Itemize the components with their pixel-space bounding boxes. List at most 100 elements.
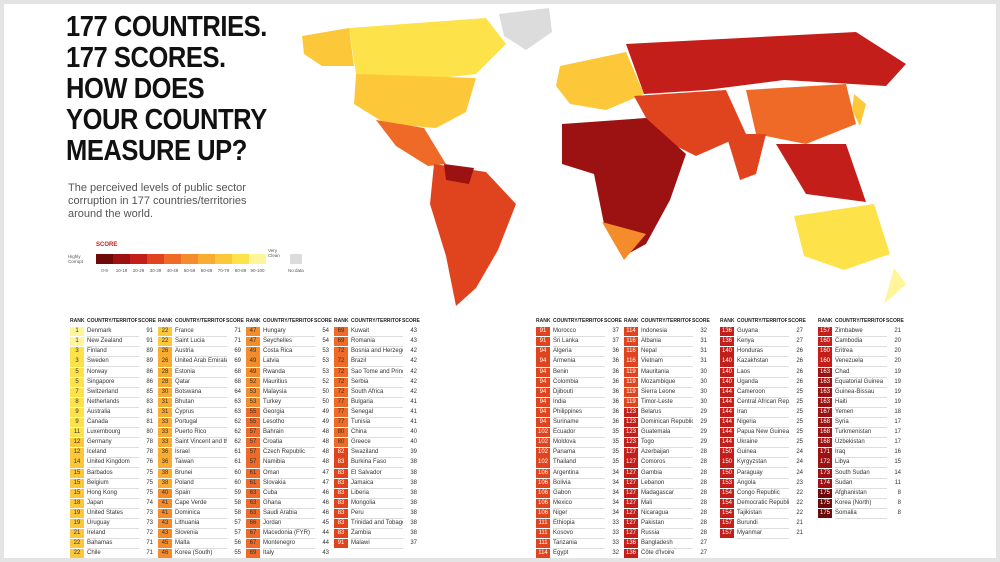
rank-cell: 173 bbox=[818, 468, 832, 478]
rank-cell: 144 bbox=[720, 407, 734, 418]
header-score: SCORE bbox=[402, 318, 420, 324]
score-cell: 27 bbox=[796, 338, 803, 345]
rank-cell: 91 bbox=[536, 327, 550, 337]
rank-cell: 119 bbox=[624, 367, 638, 377]
country-cell: Iran bbox=[737, 408, 789, 418]
rank-cell: 111 bbox=[536, 529, 550, 539]
header-rank: RANK bbox=[158, 318, 173, 324]
country-cell: Burundi bbox=[737, 519, 789, 529]
header-country: COUNTRY/TERRITORY bbox=[263, 318, 313, 324]
header-score: SCORE bbox=[886, 318, 904, 324]
country-cell: Ukraine bbox=[737, 438, 789, 449]
country-cell: New Zealand bbox=[87, 337, 139, 348]
score-cell: 28 bbox=[700, 489, 707, 496]
score-cell: 76 bbox=[146, 459, 153, 466]
rank-cell: 106 bbox=[536, 468, 550, 478]
score-cell: 42 bbox=[410, 378, 417, 385]
rank-cell: 144 bbox=[720, 397, 734, 408]
score-cell: 73 bbox=[146, 509, 153, 516]
rank-cell: 94 bbox=[536, 397, 550, 408]
country-cell: Malawi bbox=[351, 539, 403, 550]
country-cell: Venezuela bbox=[835, 357, 887, 368]
rank-cell: 102 bbox=[536, 448, 550, 458]
rank-cell: 127 bbox=[624, 519, 638, 529]
rank-cell: 55 bbox=[246, 418, 260, 428]
score-cell: 85 bbox=[146, 388, 153, 395]
rank-cell: 157 bbox=[720, 519, 734, 529]
country-cell: Nepal bbox=[641, 347, 693, 358]
score-cell: 33 bbox=[612, 520, 619, 526]
rank-cell: 119 bbox=[624, 377, 638, 387]
country-cell: Mali bbox=[641, 499, 693, 509]
japan bbox=[852, 94, 866, 126]
country-cell: Denmark bbox=[87, 327, 139, 338]
score-cell: 60 bbox=[234, 479, 241, 486]
rank-cell: 106 bbox=[536, 508, 550, 519]
rank-cell: 72 bbox=[334, 357, 348, 367]
rank-cell: 14 bbox=[70, 458, 84, 468]
country-cell: United Arab Emirates bbox=[175, 357, 227, 368]
rank-cell: 57 bbox=[246, 438, 260, 448]
score-cell: 17 bbox=[894, 439, 901, 446]
country-cell: Sao Tome and Principe bbox=[351, 368, 403, 378]
country-cell: Portugal bbox=[175, 418, 227, 428]
score-cell: 19 bbox=[894, 398, 901, 405]
score-cell: 46 bbox=[322, 489, 329, 496]
country-cell: Guinea-Bissau bbox=[835, 388, 887, 398]
rank-cell: 21 bbox=[70, 529, 84, 539]
country-cell: Guyana bbox=[737, 327, 789, 338]
rank-cell: 111 bbox=[536, 519, 550, 529]
canada bbox=[349, 18, 506, 80]
country-cell: Kuwait bbox=[351, 327, 403, 338]
score-cell: 53 bbox=[322, 358, 329, 365]
rank-cell: 53 bbox=[246, 387, 260, 397]
rank-cell: 83 bbox=[334, 478, 348, 488]
legend-band-label: 30-39 bbox=[149, 268, 162, 273]
country-cell: Argentina bbox=[553, 469, 605, 479]
rank-cell: 57 bbox=[246, 448, 260, 458]
country-cell: Poland bbox=[175, 479, 227, 489]
europe bbox=[556, 52, 644, 110]
score-cell: 53 bbox=[322, 368, 329, 375]
rank-cell: 106 bbox=[536, 478, 550, 488]
legend-swatch bbox=[147, 254, 164, 264]
rank-cell: 168 bbox=[818, 438, 832, 448]
legend-low: Highly Corrupt bbox=[68, 254, 84, 264]
title-line: YOUR COUNTRY bbox=[66, 104, 267, 136]
legend-swatch bbox=[164, 254, 181, 264]
country-cell: Austria bbox=[175, 347, 227, 358]
rank-cell: 111 bbox=[536, 539, 550, 549]
country-cell: Benin bbox=[553, 368, 605, 378]
rank-cell: 69 bbox=[334, 327, 348, 337]
score-cell: 72 bbox=[146, 530, 153, 537]
country-cell: Dominican Republic bbox=[641, 418, 693, 428]
rank-cell: 140 bbox=[720, 357, 734, 367]
header-country: COUNTRY/TERRITORY bbox=[87, 318, 137, 324]
score-cell: 68 bbox=[234, 378, 241, 385]
rank-cell: 168 bbox=[818, 418, 832, 428]
rank-cell: 80 bbox=[334, 438, 348, 448]
rank-cell: 150 bbox=[720, 448, 734, 458]
score-cell: 38 bbox=[410, 459, 417, 466]
rank-cell: 9 bbox=[70, 407, 84, 418]
score-cell: 36 bbox=[612, 388, 619, 395]
header-score: SCORE bbox=[314, 318, 332, 324]
score-cell: 38 bbox=[410, 489, 417, 496]
rank-cell: 41 bbox=[158, 508, 172, 519]
legend-swatch bbox=[113, 254, 130, 264]
score-cell: 29 bbox=[700, 429, 707, 436]
rank-cell: 1 bbox=[70, 337, 84, 347]
rank-cell: 72 bbox=[334, 387, 348, 397]
title-line: HOW DOES bbox=[66, 73, 205, 105]
country-cell: Swaziland bbox=[351, 448, 403, 459]
rank-cell: 22 bbox=[158, 337, 172, 347]
country-cell: Slovenia bbox=[175, 529, 227, 540]
title-line: 177 SCORES. bbox=[66, 42, 226, 74]
country-cell: Zimbabwe bbox=[835, 327, 887, 338]
rank-cell: 31 bbox=[158, 407, 172, 418]
country-cell: Mongolia bbox=[351, 499, 403, 509]
score-cell: 54 bbox=[322, 328, 329, 335]
rank-cell: 77 bbox=[334, 418, 348, 428]
rank-cell: 46 bbox=[158, 549, 172, 558]
legend-swatch bbox=[96, 254, 113, 264]
